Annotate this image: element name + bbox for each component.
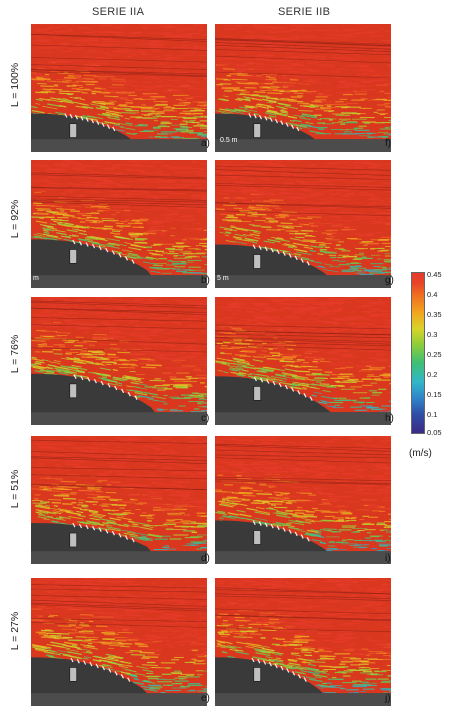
flow-field-graphic: [215, 160, 391, 288]
panel-d: [31, 436, 207, 564]
scale-label-f: 0.5 m: [220, 137, 238, 144]
row-label-76: L = 76%: [9, 334, 21, 374]
row-label-100: L = 100%: [9, 62, 21, 108]
colorbar-tick: 0.25: [427, 350, 442, 359]
flow-field-graphic: [215, 578, 391, 706]
velocity-colorbar: [411, 272, 425, 434]
panel-h: [215, 297, 391, 425]
panel-b: [31, 160, 207, 288]
colorbar-unit: (m/s): [409, 448, 432, 459]
row-label-92: L = 92%: [9, 199, 21, 239]
colorbar-tick: 0.45: [427, 270, 442, 279]
panel-g: [215, 160, 391, 288]
panel-letter-g: g): [385, 275, 394, 286]
colorbar-tick: 0.3: [427, 330, 438, 339]
panel-letter-f: f): [385, 138, 392, 149]
panel-letter-d: d): [201, 553, 210, 564]
colorbar-tick: 0.05: [427, 428, 442, 437]
panel-letter-b: b): [201, 275, 210, 286]
panel-letter-h: h): [385, 413, 394, 424]
flow-field-graphic: [31, 436, 207, 564]
colorbar-tick: 0.35: [427, 310, 442, 319]
panel-letter-i: i): [385, 553, 391, 564]
flow-field-graphic: [31, 297, 207, 425]
flow-field-graphic: [31, 24, 207, 152]
panel-a: [31, 24, 207, 152]
panel-j: [215, 578, 391, 706]
row-label-27: L = 27%: [9, 611, 21, 651]
flow-field-graphic: [215, 24, 391, 152]
colorbar-tick: 0.1: [427, 410, 438, 419]
scale-label-g: 5 m: [217, 275, 229, 282]
panel-e: [31, 578, 207, 706]
flow-field-graphic: [215, 297, 391, 425]
flow-field-graphic: [215, 436, 391, 564]
colorbar-tick: 0.2: [427, 370, 438, 379]
colorbar-tick: 0.15: [427, 390, 442, 399]
flow-field-graphic: [31, 160, 207, 288]
panel-letter-e: e): [201, 693, 210, 704]
row-label-51: L = 51%: [9, 469, 21, 509]
panel-c: [31, 297, 207, 425]
colorbar-tick: 0.4: [427, 290, 438, 299]
column-header-serie-iib: SERIE IIB: [278, 6, 331, 18]
panel-letter-j: j): [385, 693, 391, 704]
panel-f: [215, 24, 391, 152]
flow-field-graphic: [31, 578, 207, 706]
scale-label-b: m: [33, 275, 39, 282]
panel-i: [215, 436, 391, 564]
column-header-serie-iia: SERIE IIA: [92, 6, 145, 18]
panel-letter-a: a): [201, 138, 210, 149]
panel-letter-c: c): [201, 413, 210, 424]
